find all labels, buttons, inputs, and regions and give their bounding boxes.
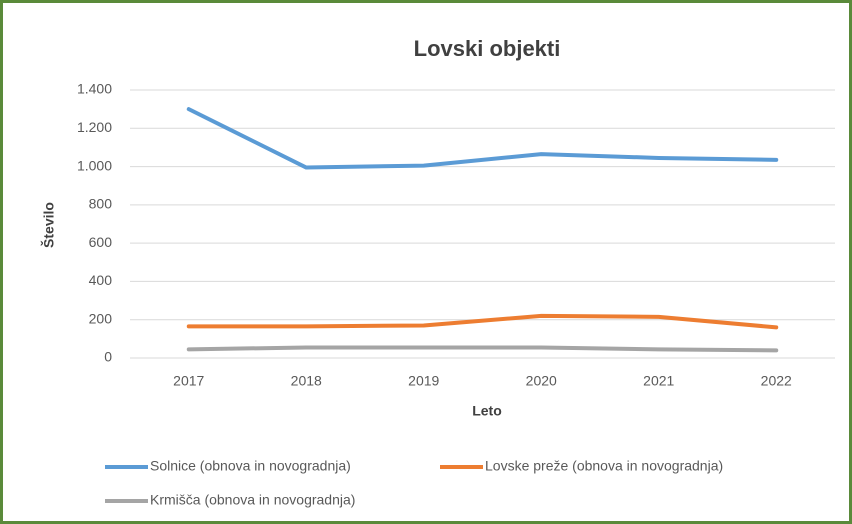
y-tick-label: 800 (89, 196, 113, 212)
line-series (186, 107, 779, 170)
y-tick-label: 1.000 (77, 157, 112, 173)
line-series (186, 345, 779, 353)
legend-label: Solnice (obnova in novogradnja) (150, 458, 351, 474)
chart-title: Lovski objekti (414, 36, 561, 61)
legend-label: Lovske preže (obnova in novogradnja) (485, 458, 723, 474)
line-series (186, 313, 779, 330)
y-tick-label: 0 (104, 349, 112, 365)
y-tick-label: 600 (89, 234, 113, 250)
x-tick-label: 2020 (526, 373, 557, 389)
x-axis-title: Leto (472, 403, 502, 419)
y-axis-title: Število (40, 202, 57, 248)
y-tick-label: 1.400 (77, 81, 112, 97)
x-tick-label: 2021 (643, 373, 674, 389)
x-tick-label: 2018 (291, 373, 322, 389)
x-tick-label: 2017 (173, 373, 204, 389)
y-tick-label: 400 (89, 272, 113, 288)
legend-label: Krmišča (obnova in novogradnja) (150, 492, 355, 508)
x-tick-label: 2019 (408, 373, 439, 389)
y-tick-label: 1.200 (77, 119, 112, 135)
x-tick-label: 2022 (761, 373, 792, 389)
y-tick-label: 200 (89, 310, 113, 326)
